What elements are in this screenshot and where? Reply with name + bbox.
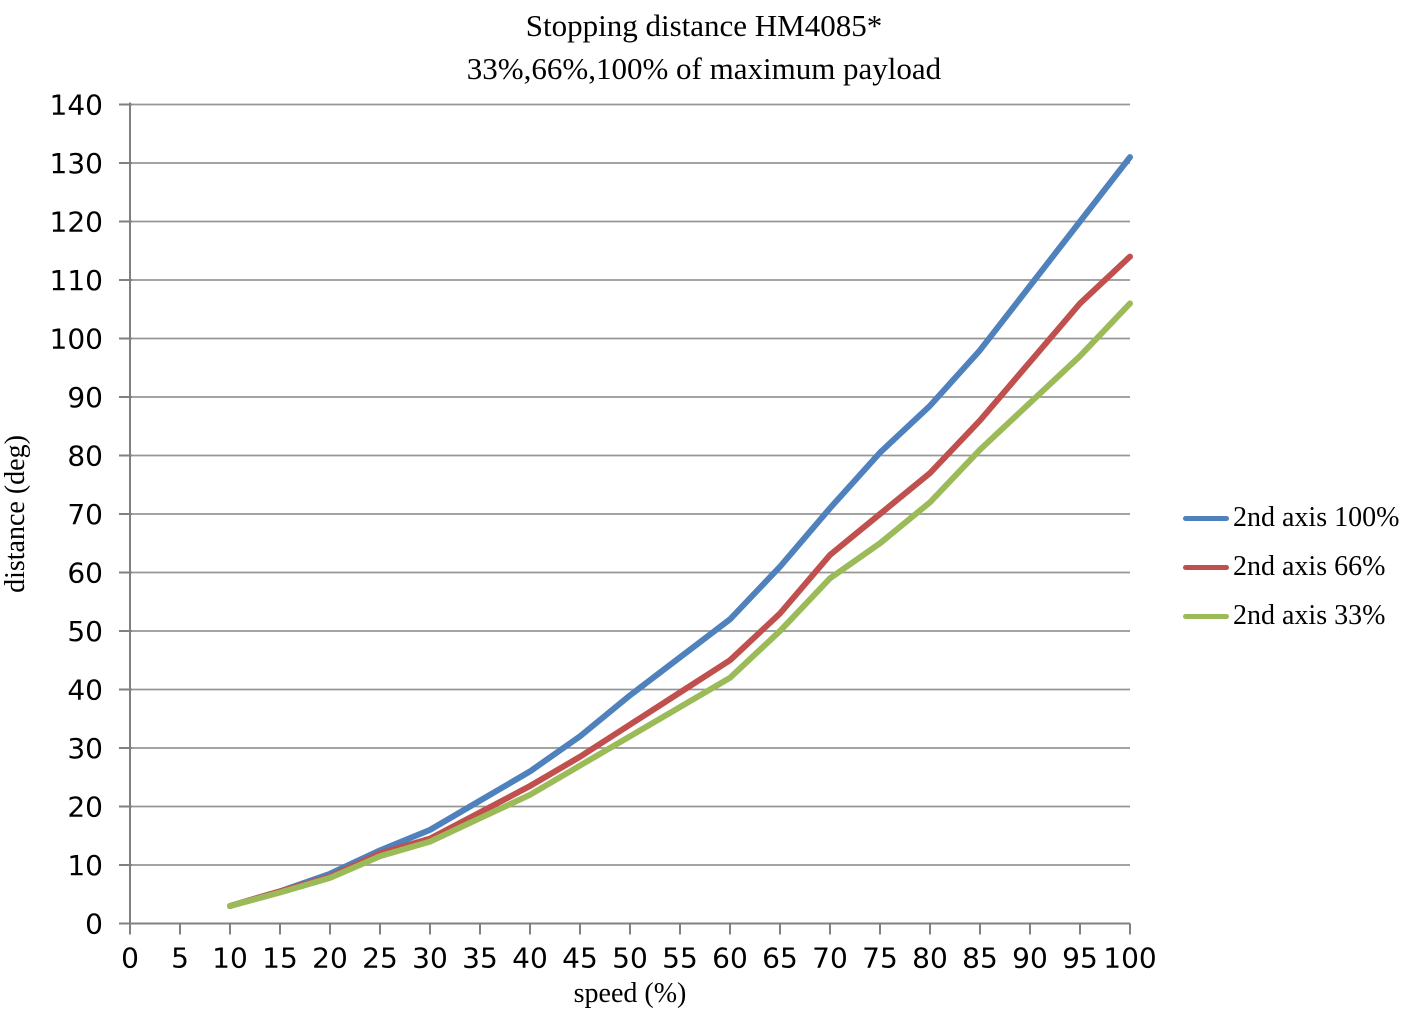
legend-line-swatch-red	[1183, 564, 1229, 570]
y-tick-label: 40	[67, 674, 103, 707]
y-tick-label: 0	[85, 908, 103, 941]
chart-header: Stopping distance HM4085* 33%,66%,100% o…	[0, 4, 1408, 90]
series-line-2	[227, 300, 1133, 909]
series-line-0	[227, 154, 1133, 909]
y-tick-label: 60	[67, 557, 103, 590]
y-tick-label: 70	[67, 498, 103, 531]
x-tick-label: 95	[1062, 942, 1098, 975]
x-tick-label: 45	[562, 942, 598, 975]
legend-item-100: 2nd axis 100%	[1183, 502, 1400, 533]
y-tick-label: 90	[67, 381, 103, 414]
y-tick-label: 80	[67, 440, 103, 473]
series-line-1	[227, 253, 1133, 909]
x-tick-label: 75	[862, 942, 898, 975]
y-tick-label: 140	[50, 89, 103, 122]
x-tick-label: 80	[912, 942, 948, 975]
x-tick-label: 50	[612, 942, 648, 975]
y-tick-label: 20	[67, 791, 103, 824]
x-tick-label: 40	[512, 942, 548, 975]
x-tick-label: 15	[262, 942, 298, 975]
y-tick-label: 10	[67, 849, 103, 882]
legend-item-33: 2nd axis 33%	[1183, 600, 1399, 631]
legend-label: 2nd axis 66%	[1233, 551, 1386, 582]
x-tick-label: 25	[362, 942, 398, 975]
legend-line-swatch-blue	[1183, 515, 1229, 521]
x-tick-label: 65	[762, 942, 798, 975]
x-tick-label: 85	[962, 942, 998, 975]
y-tick-label: 100	[50, 323, 103, 356]
chart-subtitle: 33%,66%,100% of maximum payload	[466, 51, 942, 86]
x-tick-label: 60	[712, 942, 748, 975]
x-tick-label: 0	[121, 942, 139, 975]
x-tick-label: 90	[1012, 942, 1048, 975]
x-tick-label: 35	[462, 942, 498, 975]
y-axis-title: distance (deg)	[0, 435, 31, 593]
chart-title: Stopping distance HM4085*	[525, 8, 883, 43]
y-tick-label: 120	[50, 206, 103, 239]
x-tick-label: 5	[171, 942, 189, 975]
y-tick-label: 110	[50, 264, 103, 297]
x-tick-label: 20	[312, 942, 348, 975]
legend: 2nd axis 100% 2nd axis 66% 2nd axis 33%	[1183, 502, 1400, 631]
legend-item-66: 2nd axis 66%	[1183, 551, 1399, 582]
y-tick-label: 50	[67, 615, 103, 648]
y-tick-label: 130	[50, 147, 103, 180]
x-tick-label: 10	[212, 942, 248, 975]
legend-label: 2nd axis 100%	[1233, 502, 1400, 533]
legend-line-swatch-green	[1183, 613, 1229, 619]
legend-label: 2nd axis 33%	[1233, 600, 1386, 631]
x-tick-label: 70	[812, 942, 848, 975]
y-tick-label: 30	[67, 732, 103, 765]
x-tick-label: 55	[662, 942, 698, 975]
x-axis-title: speed (%)	[573, 978, 687, 1009]
x-tick-label: 100	[1103, 942, 1156, 975]
x-tick-label: 30	[412, 942, 448, 975]
